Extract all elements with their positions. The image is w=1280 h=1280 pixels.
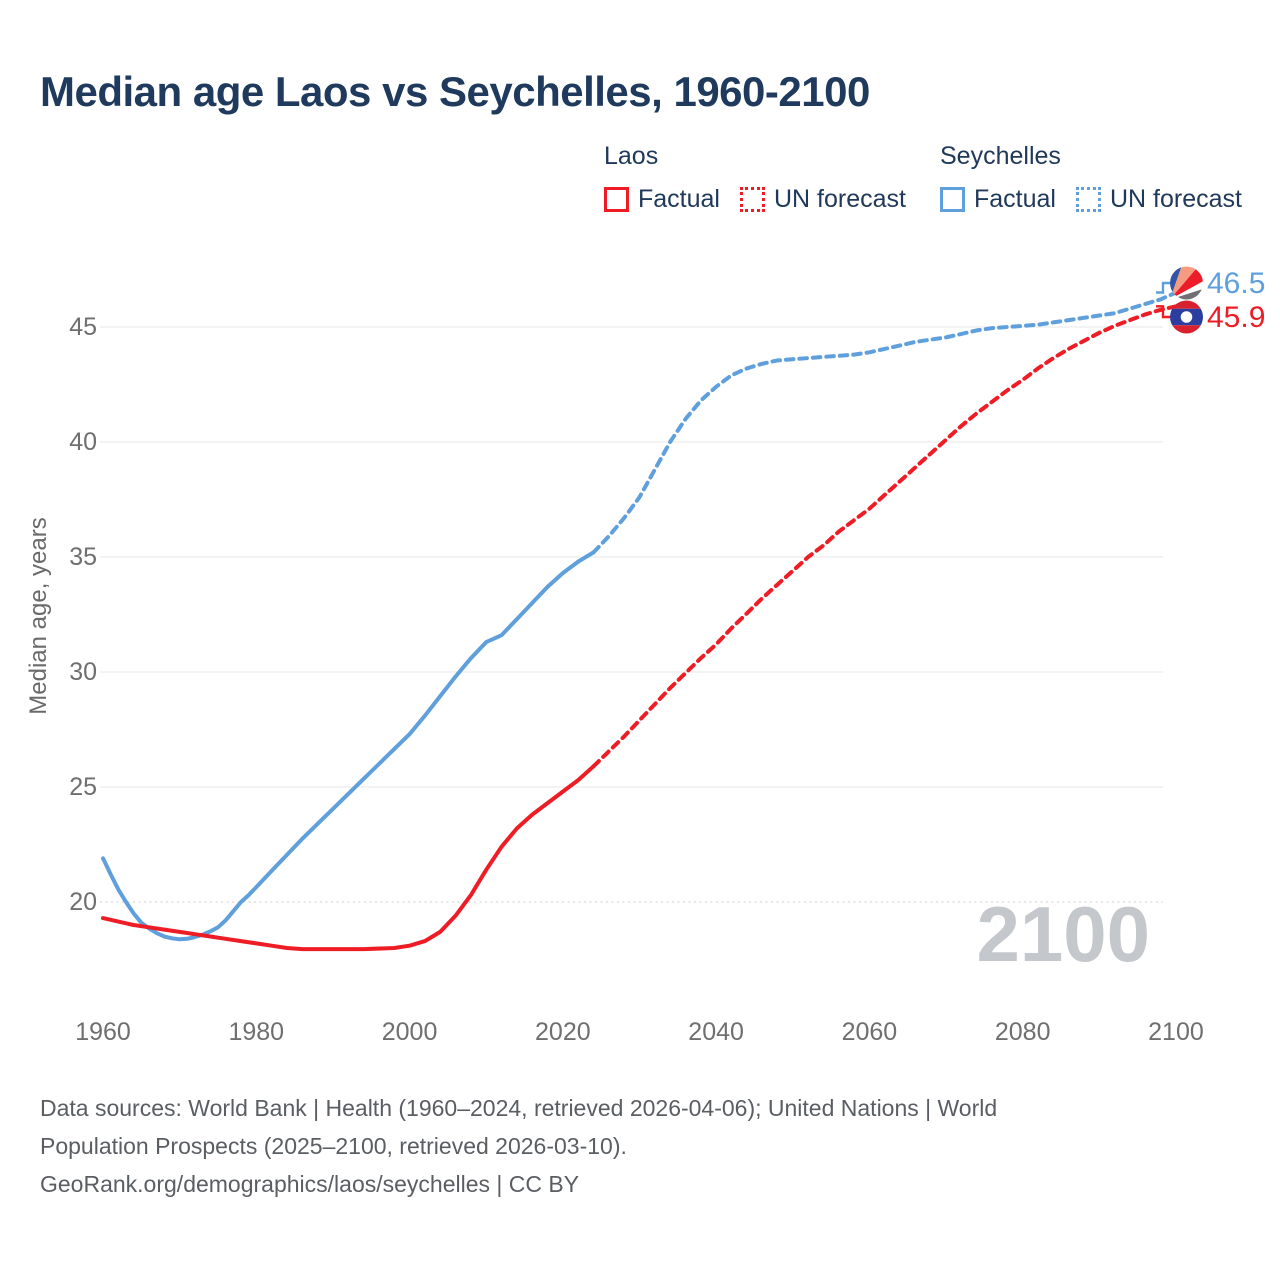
data-sources-line1: Data sources: World Bank | Health (1960–… xyxy=(40,1095,998,1121)
series-line-laos-forecast xyxy=(591,304,1178,769)
data-sources-line2: Population Prospects (2025–2100, retriev… xyxy=(40,1133,627,1159)
legend-label-seychelles-factual: Factual xyxy=(974,185,1056,213)
page-title: Median age Laos vs Seychelles, 1960-2100 xyxy=(40,68,870,115)
legend-item-laos-forecast: UN forecast xyxy=(739,185,906,214)
legend-item-seychelles-forecast: UN forecast xyxy=(1075,185,1242,214)
series-line-seychelles-forecast xyxy=(591,290,1178,555)
x-tick-label-2040: 2040 xyxy=(688,1018,744,1046)
y-axis-title: Median age, years xyxy=(25,517,52,714)
seychelles-factual-swatch-icon xyxy=(940,187,965,212)
legend-item-seychelles-factual: Factual xyxy=(940,185,1056,214)
end-value-label-laos-forecast: 45.9 xyxy=(1207,301,1265,334)
y-tick-label-30: 30 xyxy=(69,658,97,686)
legend-row-seychelles: Factual UN forecast xyxy=(940,185,1242,214)
end-label-connector-seychelles-forecast xyxy=(1156,281,1171,294)
footer: Data sources: World Bank | Health (1960–… xyxy=(40,1089,1190,1203)
source-url-line: GeoRank.org/demographics/laos/seychelles… xyxy=(40,1171,580,1197)
legend-group-laos: Laos Factual UN forecast xyxy=(604,142,906,214)
series-line-seychelles-factual xyxy=(101,550,596,942)
x-tick-label-2020: 2020 xyxy=(535,1018,591,1046)
laos-flag-icon xyxy=(1170,300,1203,334)
y-tick-label-20: 20 xyxy=(69,888,97,916)
seychelles-flag-icon xyxy=(1170,266,1203,300)
legend-label-laos-factual: Factual xyxy=(638,185,720,213)
x-tick-label-2080: 2080 xyxy=(995,1018,1051,1046)
laos-factual-swatch-icon xyxy=(604,187,629,212)
end-value-label-seychelles-forecast: 46.5 xyxy=(1207,267,1265,300)
y-tick-label-45: 45 xyxy=(69,313,97,341)
watermark-year: 2100 xyxy=(976,890,1150,978)
legend-group-seychelles: Seychelles Factual UN forecast xyxy=(940,142,1242,214)
y-tick-label-25: 25 xyxy=(69,773,97,801)
x-tick-label-1960: 1960 xyxy=(75,1018,131,1046)
series-line-laos-factual xyxy=(101,764,596,952)
end-label-connector-laos-forecast xyxy=(1156,305,1171,319)
y-tick-label-40: 40 xyxy=(69,428,97,456)
legend-label-seychelles-forecast: UN forecast xyxy=(1109,185,1242,213)
seychelles-forecast-swatch-icon xyxy=(1075,187,1101,212)
legend-header-seychelles: Seychelles xyxy=(940,142,1061,170)
legend-item-laos-factual: Factual xyxy=(604,185,720,214)
laos-forecast-swatch-icon xyxy=(739,187,765,212)
x-tick-label-2100: 2100 xyxy=(1148,1018,1204,1046)
legend-header-laos: Laos xyxy=(604,142,659,170)
y-tick-label-35: 35 xyxy=(69,543,97,571)
x-tick-label-2000: 2000 xyxy=(382,1018,438,1046)
legend-row-laos: Factual UN forecast xyxy=(604,185,906,214)
legend-label-laos-forecast: UN forecast xyxy=(773,185,906,213)
x-tick-label-2060: 2060 xyxy=(842,1018,898,1046)
x-tick-label-1980: 1980 xyxy=(228,1018,284,1046)
